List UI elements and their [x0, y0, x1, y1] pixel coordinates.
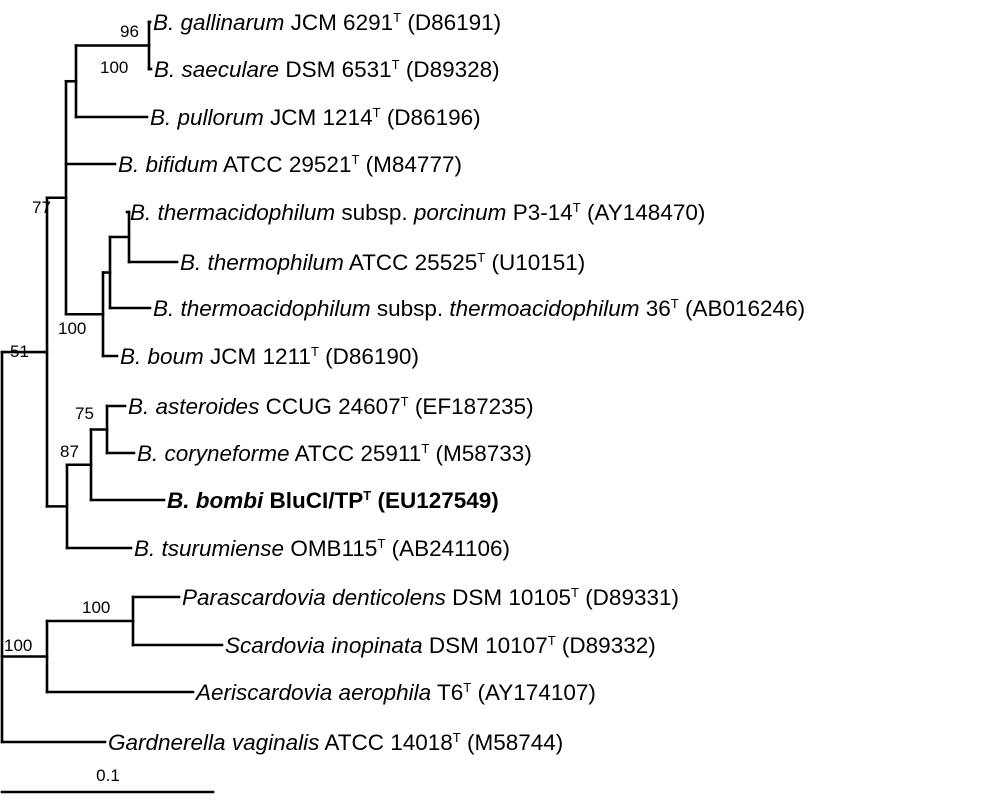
taxon-label: Aeriscardovia aerophila T6T (AY174107): [194, 680, 596, 705]
bootstrap-value: 75: [75, 404, 94, 423]
taxon-label: B. gallinarum JCM 6291T (D86191): [153, 10, 501, 35]
taxon-label: Scardovia inopinata DSM 10107T (D89332): [225, 633, 656, 658]
taxon-label: B. coryneforme ATCC 25911T (M58733): [137, 441, 532, 466]
bootstrap-value: 51: [10, 342, 29, 361]
taxon-label: B. saeculare DSM 6531T (D89328): [154, 57, 500, 82]
leaf-labels: B. gallinarum JCM 6291T (D86191) B. saecu…: [108, 10, 805, 755]
taxon-label: B. asteroides CCUG 24607T (EF187235): [128, 394, 534, 419]
bootstrap-value: 77: [32, 198, 51, 217]
bootstrap-value: 100: [100, 58, 128, 77]
taxon-label: B. bombi BluCI/TPT (EU127549): [167, 488, 499, 513]
scale-bar-label: 0.1: [96, 766, 120, 785]
branches: [0, 20, 224, 744]
taxon-label: B. tsurumiense OMB115T (AB241106): [134, 536, 510, 561]
taxon-label: B. boum JCM 1211T (D86190): [120, 344, 419, 369]
taxon-label: B. thermophilum ATCC 25525T (U10151): [180, 250, 585, 275]
taxon-label: B. pullorum JCM 1214T (D86196): [150, 105, 481, 130]
bootstrap-value: 87: [60, 442, 79, 461]
taxon-label: B. thermacidophilum subsp. porcinum P3-1…: [130, 200, 705, 225]
taxon-label: B. thermoacidophilum subsp. thermoacidop…: [153, 296, 805, 321]
taxon-label: Parascardovia denticolens DSM 10105T (D8…: [182, 585, 679, 610]
bootstrap-value: 100: [82, 598, 110, 617]
bootstrap-value: 100: [4, 636, 32, 655]
bootstrap-value: 100: [58, 319, 86, 338]
bootstrap-values: 51 77 100 96 100 87 75 100 100: [4, 22, 139, 655]
taxon-label: Gardnerella vaginalis ATCC 14018T (M5874…: [108, 730, 563, 755]
taxon-label: B. bifidum ATCC 29521T (M84777): [118, 152, 462, 177]
scale-bar: 0.1: [0, 766, 215, 794]
bootstrap-value: 96: [120, 22, 139, 41]
